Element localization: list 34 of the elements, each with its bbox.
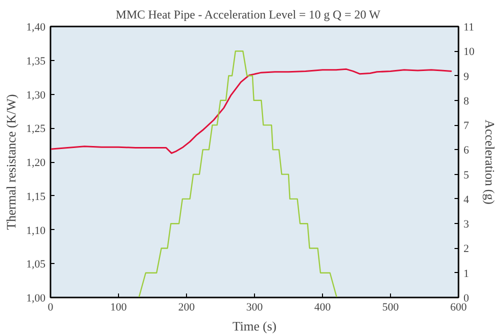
y-tick-label: 1,10 xyxy=(26,224,46,237)
x-tick-label: 500 xyxy=(382,302,400,314)
y2-tick-label: 10 xyxy=(464,46,475,58)
x-axis-title: Time (s) xyxy=(232,318,276,334)
y-tick-label: 1,30 xyxy=(26,89,46,102)
y-tick-label: 1,40 xyxy=(26,22,46,34)
y2-tick-label: 9 xyxy=(464,70,470,83)
x-tick-label: 100 xyxy=(110,302,128,314)
line-series xyxy=(50,68,452,154)
x-tick-label: 0 xyxy=(48,302,54,314)
y2-tick-label: 4 xyxy=(464,194,470,206)
y2-tick-label: 0 xyxy=(464,292,470,304)
y-tick-label: 1,20 xyxy=(26,157,46,169)
y2-tick-label: 7 xyxy=(464,120,470,132)
chart-title: MMC Heat Pipe - Acceleration Level = 10 g Q = 20 W xyxy=(116,8,382,22)
y2-tick-label: 3 xyxy=(464,218,470,231)
line-series xyxy=(138,50,338,298)
y-tick-label: 1,35 xyxy=(26,55,46,68)
y2-tick-label: 6 xyxy=(464,144,470,157)
y2-tick-label: 2 xyxy=(464,243,469,256)
y2-tick-label: 5 xyxy=(464,169,470,182)
y2-tick-label: 1 xyxy=(464,268,469,280)
x-tick-label: 400 xyxy=(314,302,332,314)
y2-tick-label: 11 xyxy=(464,22,474,34)
y-tick-label: 1,00 xyxy=(26,292,46,304)
y-tick-label: 1,15 xyxy=(26,190,46,203)
x-tick-label: 600 xyxy=(450,302,468,314)
y-tick-label: 1,05 xyxy=(26,258,46,271)
x-tick-label: 300 xyxy=(246,302,264,314)
y-axis-title: Thermal resistance (K/W) xyxy=(3,94,18,230)
y-tick-label: 1,25 xyxy=(26,123,46,136)
x-tick-label: 200 xyxy=(178,302,196,314)
y2-tick-label: 8 xyxy=(464,95,470,108)
y2-axis-title: Acceleration (g) xyxy=(482,120,498,204)
